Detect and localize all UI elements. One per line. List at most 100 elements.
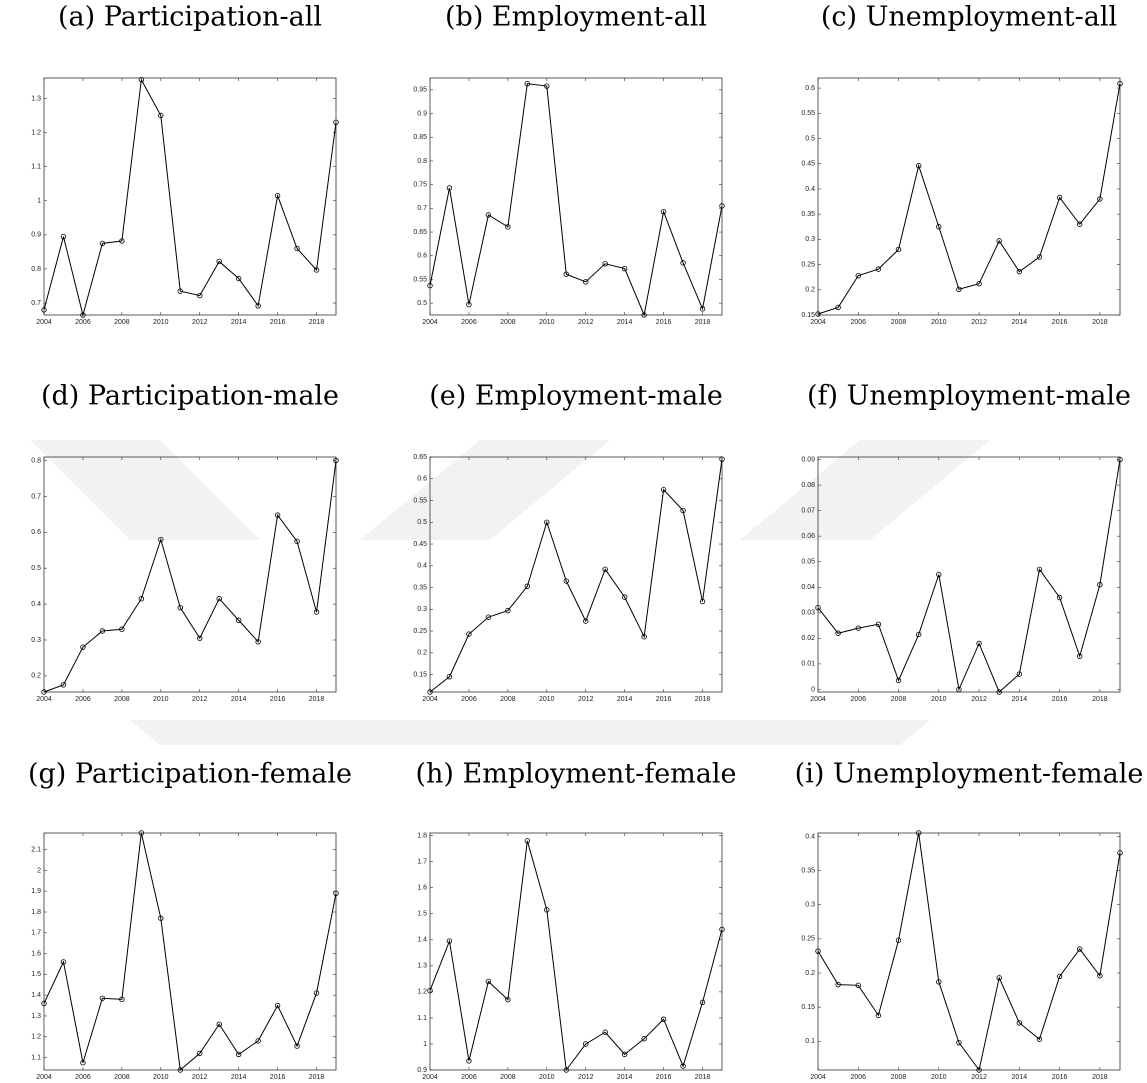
x-tick-label: 2012: [192, 319, 208, 326]
data-marker: [855, 625, 861, 631]
data-marker: [641, 1036, 647, 1042]
x-tick-label: 2008: [500, 696, 516, 703]
x-tick-label: 2004: [36, 319, 52, 326]
y-tick-label: 1.8: [31, 909, 41, 916]
x-tick-label: 2014: [1012, 696, 1028, 703]
x-tick-label: 2016: [1052, 696, 1068, 703]
y-tick-label: 0.09: [801, 456, 815, 463]
x-tick-label: 2016: [270, 1074, 286, 1081]
data-marker: [255, 1038, 261, 1044]
x-tick-label: 2018: [695, 696, 711, 703]
y-tick-label: 0.65: [413, 454, 427, 461]
data-marker: [466, 631, 472, 637]
plot-frame: [429, 832, 723, 1071]
y-tick-label: 0.6: [417, 476, 427, 483]
data-marker: [427, 689, 433, 695]
data-marker: [216, 258, 222, 265]
x-tick-label: 2016: [656, 1074, 672, 1081]
subplot-title: (h) Employment-female: [415, 759, 736, 790]
data-marker: [235, 275, 242, 282]
y-tick-label: 1.2: [31, 1034, 41, 1041]
data-marker: [41, 307, 47, 313]
data-marker: [563, 271, 569, 277]
data-marker: [41, 689, 47, 695]
data-marker: [602, 566, 608, 572]
x-tick-label: 2012: [971, 319, 987, 326]
data-marker: [446, 674, 453, 680]
data-marker: [80, 312, 86, 318]
data-line: [43, 460, 337, 693]
y-tick-label: 0.06: [801, 533, 815, 540]
data-marker: [544, 83, 550, 89]
data-marker: [956, 686, 962, 693]
y-tick-label: 0.07: [801, 507, 815, 514]
x-tick-label: 2006: [850, 696, 866, 703]
x-tick-label: 2004: [810, 696, 826, 703]
data-marker: [1036, 1036, 1043, 1042]
data-marker: [524, 838, 531, 844]
data-marker: [1056, 594, 1063, 601]
x-tick-label: 2018: [309, 696, 325, 703]
data-line: [43, 832, 337, 1071]
x-tick-label: 2008: [114, 319, 130, 326]
x-tick-label: 2010: [931, 696, 947, 703]
y-tick-label: 1.1: [417, 1015, 427, 1022]
data-marker: [158, 112, 164, 119]
data-marker: [1117, 456, 1123, 463]
data-marker: [197, 635, 203, 641]
data-marker: [333, 890, 339, 896]
x-tick-label: 2016: [270, 319, 286, 326]
data-marker: [875, 621, 882, 628]
data-marker: [138, 830, 145, 836]
x-tick-label: 2014: [231, 1074, 247, 1081]
x-tick-label: 2012: [578, 319, 594, 326]
subplot: (f) Unemployment-male 0 0.01 0.02 0.03 0.04 0.…: [801, 381, 1131, 703]
x-tick-label: 2016: [656, 696, 672, 703]
data-marker: [1077, 653, 1083, 659]
x-tick-label: 2008: [500, 319, 516, 326]
y-tick-label: 0.4: [31, 601, 41, 608]
x-tick-label: 2012: [578, 696, 594, 703]
subplot-title: (f) Unemployment-male: [807, 381, 1131, 412]
y-tick-label: 1.2: [31, 129, 41, 136]
data-marker: [641, 634, 647, 640]
data-marker: [80, 1060, 86, 1066]
data-marker: [583, 1041, 589, 1047]
plot-frame: [429, 456, 723, 693]
data-marker: [177, 288, 183, 294]
x-tick-label: 2012: [971, 696, 987, 703]
x-tick-label: 2014: [617, 319, 633, 326]
data-marker: [660, 486, 667, 493]
y-tick-label: 1.5: [417, 911, 427, 918]
data-marker: [976, 1067, 982, 1073]
data-marker: [274, 512, 281, 518]
data-marker: [274, 1002, 281, 1009]
data-marker: [621, 1051, 628, 1058]
x-tick-label: 2016: [270, 696, 286, 703]
x-tick-label: 2006: [75, 1074, 91, 1081]
data-marker: [274, 192, 281, 199]
data-marker: [835, 304, 841, 311]
data-marker: [835, 981, 841, 988]
subplot-title: (d) Participation-male: [41, 381, 339, 412]
y-tick-label: 0.7: [417, 205, 427, 212]
subplot-title: (c) Unemployment-all: [821, 2, 1117, 33]
data-marker: [815, 948, 821, 954]
y-tick-label: 0.5: [805, 135, 815, 142]
data-marker: [1097, 973, 1103, 979]
data-marker: [485, 978, 492, 985]
data-marker: [216, 596, 222, 602]
data-marker: [895, 937, 902, 943]
data-line: [817, 832, 1121, 1072]
subplot: (h) Employment-female 0.9 1 1.1 1.2 1.3 1.4 1.5…: [415, 759, 736, 1081]
data-marker: [583, 279, 589, 285]
plot-frame: [43, 77, 337, 316]
x-tick-label: 2006: [75, 696, 91, 703]
x-tick-label: 2006: [850, 1074, 866, 1081]
data-marker: [333, 119, 339, 126]
x-tick-label: 2010: [153, 696, 169, 703]
x-tick-label: 2012: [192, 696, 208, 703]
y-tick-label: 0.2: [805, 287, 815, 294]
data-marker: [505, 996, 511, 1003]
